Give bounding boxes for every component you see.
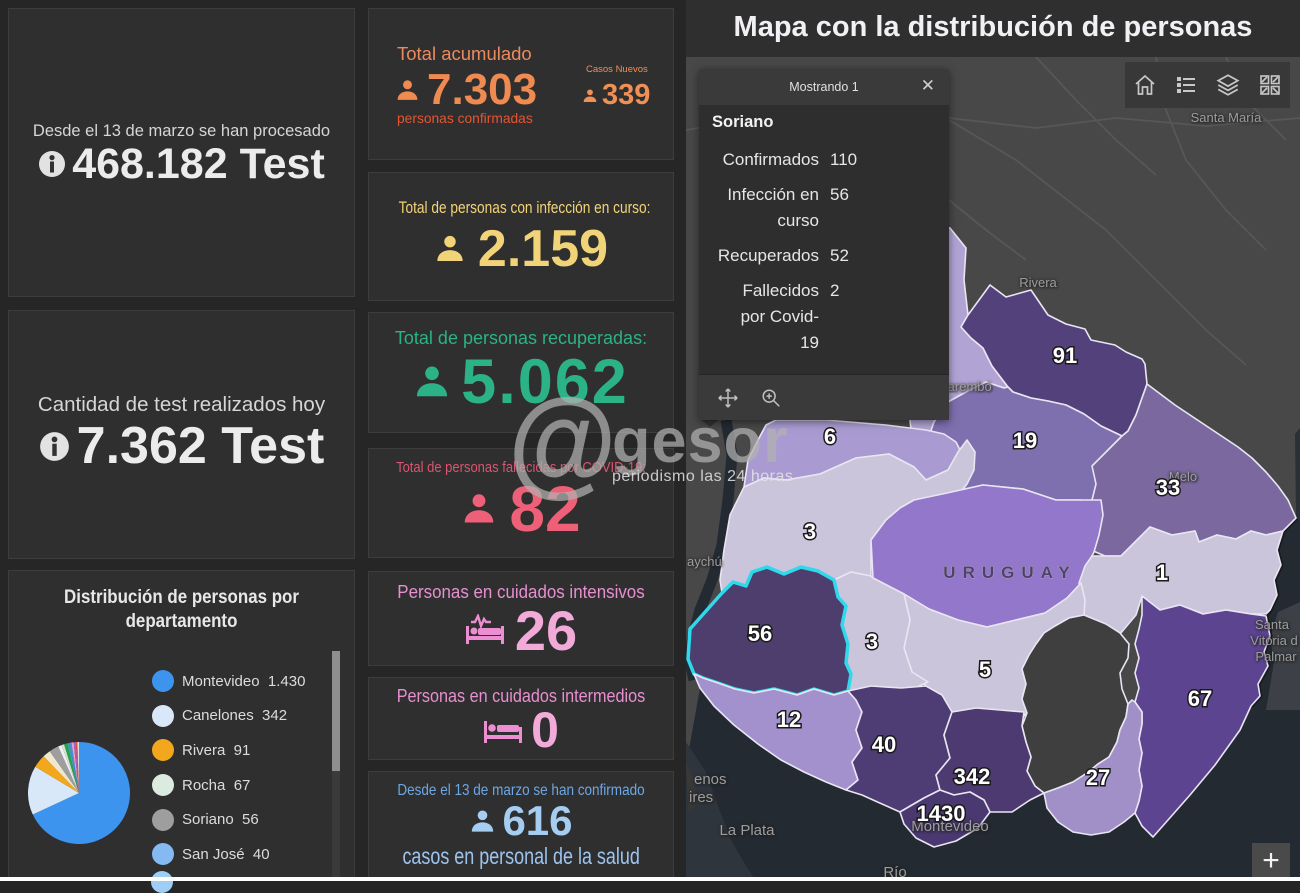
- svg-text:Melo: Melo: [1169, 469, 1197, 484]
- svg-text:6: 6: [824, 424, 836, 449]
- svg-text:91: 91: [1053, 343, 1077, 368]
- svg-text:12: 12: [777, 707, 801, 732]
- svg-text:56: 56: [748, 621, 772, 646]
- svg-text:19: 19: [1013, 428, 1037, 453]
- svg-text:1430: 1430: [917, 801, 966, 826]
- svg-text:aychú: aychú: [687, 554, 722, 569]
- svg-text:Vitória d: Vitória d: [1250, 633, 1297, 648]
- svg-text:Rivera: Rivera: [1019, 275, 1057, 290]
- svg-text:342: 342: [954, 764, 991, 789]
- svg-text:Montevideo: Montevideo: [911, 818, 989, 835]
- svg-text:Río: Río: [883, 864, 906, 881]
- svg-text:27: 27: [1086, 765, 1110, 790]
- svg-text:URUGUAY: URUGUAY: [943, 563, 1076, 582]
- svg-text:ires: ires: [689, 789, 713, 806]
- svg-text:La Plata: La Plata: [719, 822, 775, 839]
- svg-text:33: 33: [1156, 475, 1180, 500]
- svg-text:Santa: Santa: [1255, 617, 1290, 632]
- svg-text:enos: enos: [694, 771, 727, 788]
- svg-text:Palmar: Palmar: [1255, 649, 1297, 664]
- svg-text:5: 5: [979, 657, 991, 682]
- svg-text:3: 3: [866, 629, 878, 654]
- svg-text:Santa María: Santa María: [1191, 110, 1263, 125]
- svg-text:3: 3: [804, 519, 816, 544]
- svg-text:1: 1: [1156, 560, 1168, 585]
- svg-text:40: 40: [872, 732, 896, 757]
- svg-text:67: 67: [1188, 686, 1212, 711]
